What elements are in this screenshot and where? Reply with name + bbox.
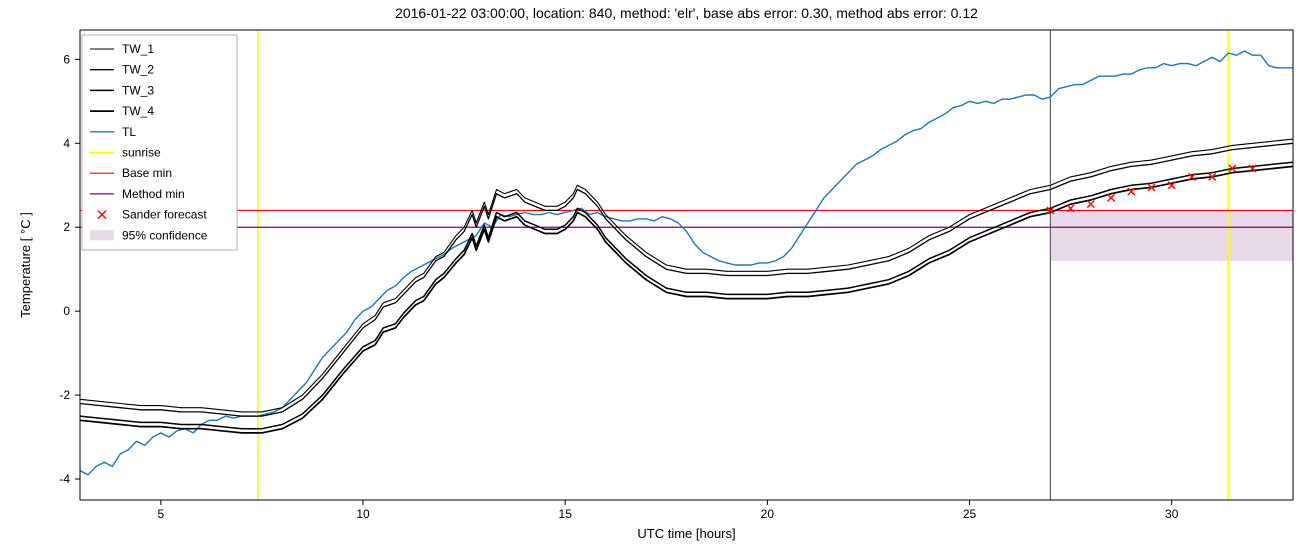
legend-label: TW_3 xyxy=(122,83,154,97)
legend-label: TW_2 xyxy=(122,63,154,77)
ytick-label: -2 xyxy=(59,388,70,402)
xtick-label: 30 xyxy=(1165,507,1179,521)
xtick-label: 10 xyxy=(356,507,370,521)
legend-label: 95% confidence xyxy=(122,228,208,242)
xlabel: UTC time [hours] xyxy=(637,526,735,541)
xtick-label: 25 xyxy=(963,507,977,521)
confidence-band xyxy=(1050,210,1293,260)
plot-area xyxy=(80,30,1293,500)
xtick-label: 20 xyxy=(761,507,775,521)
legend-label: TW_4 xyxy=(122,104,154,118)
chart-title: 2016-01-22 03:00:00, location: 840, meth… xyxy=(395,5,978,21)
legend-icon xyxy=(90,230,114,240)
chart-svg: 5 10 15 20 25 30 -4 -2 0 2 4 6 UTC time [hours] Tempe… xyxy=(0,0,1313,547)
chart-container: 5 10 15 20 25 30 -4 -2 0 2 4 6 UTC time [hours] Tempe… xyxy=(0,0,1313,547)
ytick-label: 0 xyxy=(63,304,70,318)
legend-label: TL xyxy=(122,125,136,139)
ytick-label: 4 xyxy=(63,136,70,150)
ytick-label: -4 xyxy=(59,472,70,486)
legend-label: Base min xyxy=(122,166,172,180)
xtick-label: 5 xyxy=(158,507,165,521)
legend-label: TW_1 xyxy=(122,42,154,56)
ytick-label: 2 xyxy=(63,220,70,234)
xtick-label: 15 xyxy=(559,507,573,521)
ytick-label: 6 xyxy=(63,52,70,66)
legend-label: Sander forecast xyxy=(122,208,207,222)
legend-label: sunrise xyxy=(122,146,161,160)
legend-label: Method min xyxy=(122,187,185,201)
ylabel: Temperature [ °C ] xyxy=(18,212,33,318)
